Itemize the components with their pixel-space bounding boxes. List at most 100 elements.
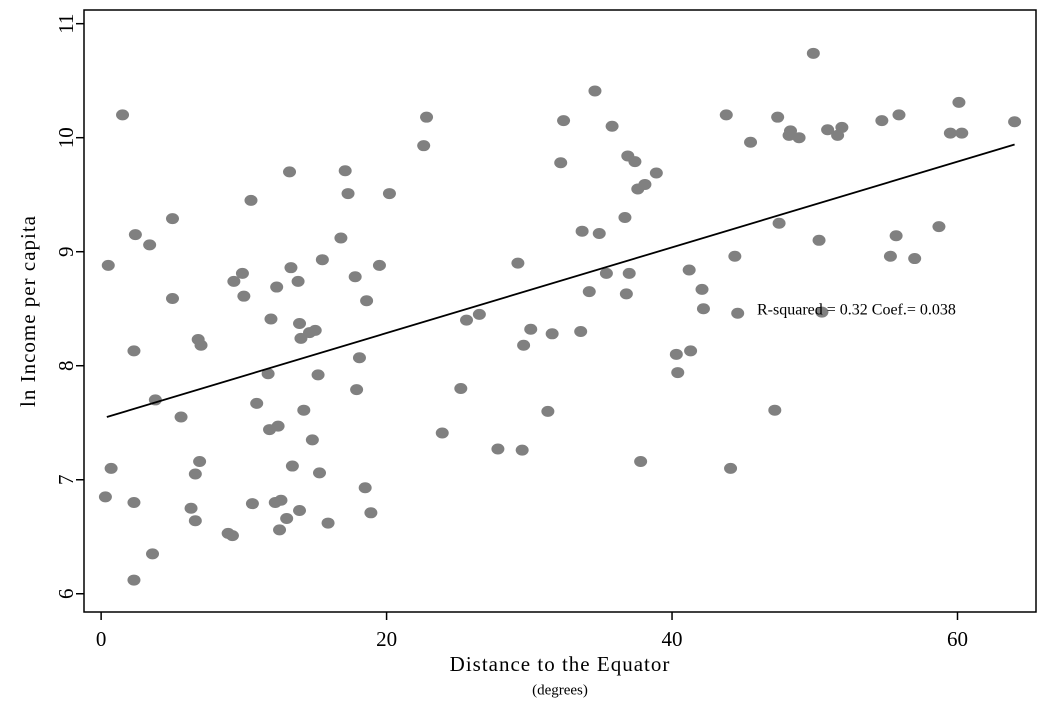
point	[575, 225, 589, 237]
point	[194, 339, 208, 351]
point	[628, 156, 642, 168]
point	[143, 239, 157, 251]
point	[622, 267, 636, 279]
point	[293, 505, 307, 517]
x-axis-label: Distance to the Equator	[450, 652, 671, 676]
point	[116, 109, 130, 121]
point	[889, 230, 903, 242]
point	[225, 530, 239, 542]
point	[127, 574, 141, 586]
point	[545, 328, 559, 340]
point	[270, 281, 284, 293]
point	[696, 303, 710, 315]
point	[352, 352, 366, 364]
point	[908, 253, 922, 265]
point	[283, 166, 297, 178]
point	[541, 405, 555, 417]
point	[772, 217, 786, 229]
point	[305, 434, 319, 446]
point	[245, 498, 259, 510]
point	[649, 167, 663, 179]
point	[98, 491, 112, 503]
point	[165, 292, 179, 304]
point	[341, 188, 355, 200]
x-tick-label: 40	[662, 627, 683, 651]
point	[321, 517, 335, 529]
point	[582, 286, 596, 298]
point	[835, 121, 849, 133]
point	[420, 111, 434, 123]
point	[943, 127, 957, 139]
point	[293, 318, 307, 330]
point	[250, 397, 264, 409]
point	[806, 47, 820, 59]
point	[146, 548, 160, 560]
point	[364, 507, 378, 519]
annotation: R-squared = 0.32 Coef.= 0.038	[757, 302, 956, 319]
point	[812, 234, 826, 246]
point	[821, 124, 835, 136]
point	[618, 212, 632, 224]
point	[784, 125, 798, 137]
point	[695, 283, 709, 295]
point	[684, 345, 698, 357]
point	[557, 115, 571, 127]
y-tick-label: 10	[54, 127, 78, 148]
point	[472, 308, 486, 320]
point	[308, 324, 322, 336]
point	[165, 213, 179, 225]
point	[127, 345, 141, 357]
point	[875, 115, 889, 127]
point	[955, 127, 969, 139]
point	[554, 157, 568, 169]
point	[1008, 116, 1022, 128]
fit-line	[106, 143, 1015, 418]
point	[671, 367, 685, 379]
point	[517, 339, 531, 351]
point	[264, 313, 278, 325]
point	[932, 221, 946, 233]
point	[291, 275, 305, 287]
point	[338, 165, 352, 177]
x-axis-note: (degrees)	[532, 682, 588, 698]
y-axis-label: ln Income per capita	[16, 215, 40, 407]
point	[244, 194, 258, 206]
point	[334, 232, 348, 244]
y-tick-label: 11	[54, 14, 78, 34]
point	[311, 369, 325, 381]
point	[792, 132, 806, 144]
point	[315, 254, 329, 266]
point	[417, 140, 431, 152]
point	[669, 348, 683, 360]
point	[719, 109, 733, 121]
point	[188, 468, 202, 480]
point	[524, 323, 538, 335]
plot-frame	[83, 9, 1037, 613]
point	[261, 368, 275, 380]
point	[511, 257, 525, 269]
point	[491, 443, 505, 455]
point	[128, 229, 142, 241]
point	[127, 497, 141, 509]
point	[731, 307, 745, 319]
point	[358, 482, 372, 494]
y-tick-label: 8	[54, 360, 78, 371]
point	[273, 524, 287, 536]
point	[360, 295, 374, 307]
point	[193, 456, 207, 467]
point	[313, 467, 327, 479]
point	[574, 326, 588, 338]
point	[460, 314, 474, 326]
point	[515, 444, 529, 456]
point	[638, 178, 652, 190]
point	[104, 462, 118, 474]
point	[284, 262, 298, 274]
point	[235, 267, 249, 279]
point	[184, 502, 198, 514]
y-tick-label: 6	[54, 589, 78, 600]
point	[280, 513, 294, 525]
point	[348, 271, 362, 283]
x-tick-label: 20	[376, 627, 397, 651]
point	[382, 188, 396, 200]
